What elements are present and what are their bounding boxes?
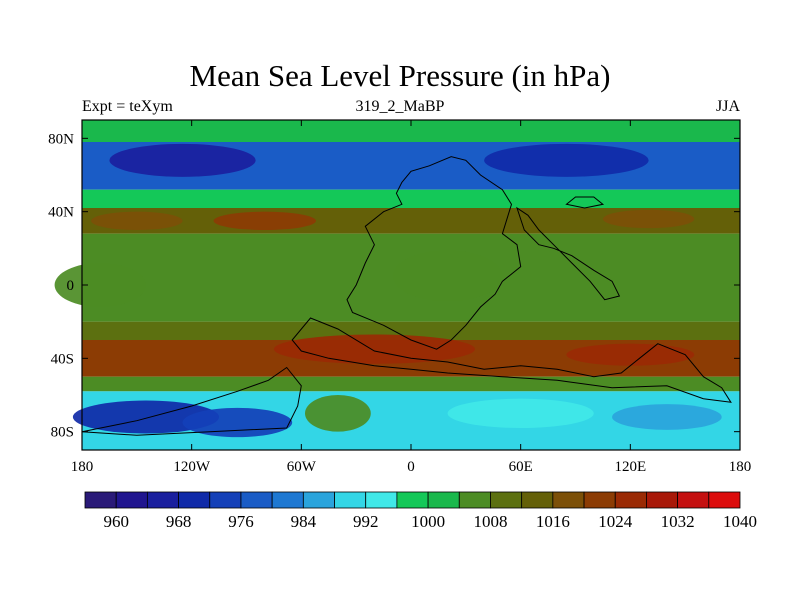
- colorbar-label: 1008: [473, 512, 507, 531]
- colorbar-swatch: [646, 491, 679, 509]
- colorbar-swatch: [84, 491, 117, 509]
- season-label: JJA: [715, 98, 740, 115]
- axes: 180 120W 60W 0 60E 120E 180 80N 40N 0 40S 80S: [48, 120, 751, 475]
- colorbar-swatch: [708, 491, 741, 509]
- colorbar-label: 1032: [661, 512, 695, 531]
- pressure-anomaly: [392, 250, 503, 302]
- colorbar-swatch: [458, 491, 491, 509]
- y-tick-label: 80N: [48, 131, 74, 147]
- x-tick-label: 120W: [173, 459, 211, 475]
- pressure-anomaly: [602, 209, 695, 229]
- pressure-field: [54, 120, 740, 450]
- colorbar-label: 1040: [723, 512, 757, 531]
- colorbar-label: 968: [166, 512, 192, 531]
- y-tick-label: 40S: [51, 351, 74, 367]
- pressure-anomaly: [273, 334, 475, 364]
- pressure-anomaly: [566, 343, 695, 366]
- colorbar-swatch: [365, 491, 398, 509]
- colorbar-swatch: [521, 491, 554, 509]
- colorbar-swatch: [583, 491, 616, 509]
- pressure-anomaly: [213, 211, 316, 230]
- colorbar-swatch: [490, 491, 523, 509]
- pressure-anomaly: [304, 395, 371, 432]
- coastline: [346, 156, 522, 350]
- coastline: [291, 317, 732, 403]
- colorbar-swatch: [614, 491, 647, 509]
- x-tick-label: 60E: [509, 459, 533, 475]
- pressure-anomaly: [54, 263, 146, 307]
- colorbar-label: 976: [228, 512, 254, 531]
- y-tick-label: 0: [67, 278, 75, 294]
- colorbar-swatch: [677, 491, 710, 509]
- y-tick-label: 80S: [51, 425, 74, 441]
- colorbar-swatch: [334, 491, 367, 509]
- pressure-anomaly: [484, 143, 649, 177]
- pressure-band: [82, 189, 740, 208]
- colorbar-swatch: [271, 491, 304, 509]
- colorbar-swatch: [396, 491, 429, 509]
- colorbar-swatch: [552, 491, 585, 509]
- x-tick-label: 180: [729, 459, 752, 475]
- colorbar-label: 1016: [536, 512, 570, 531]
- colorbar-swatch: [302, 491, 335, 509]
- colorbar-swatch: [209, 491, 242, 509]
- chart-title: Mean Sea Level Pressure (in hPa): [189, 58, 611, 93]
- pressure-anomaly: [182, 407, 293, 438]
- pressure-anomaly: [447, 398, 594, 429]
- coastlines: [81, 156, 732, 436]
- colorbar-label: 1000: [411, 512, 445, 531]
- colorbar: 960 968 976 984 992 1000 1008 1016 1024 1032 1040: [84, 491, 757, 531]
- pressure-band: [82, 120, 740, 142]
- colorbar-swatch: [178, 491, 211, 509]
- x-tick-label: 180: [71, 459, 94, 475]
- colorbar-swatch: [146, 491, 179, 509]
- coastline: [516, 206, 621, 301]
- colorbar-swatch: [115, 491, 148, 509]
- colorbar-label: 1024: [598, 512, 633, 531]
- x-tick-label: 120E: [614, 459, 646, 475]
- x-tick-label: 0: [407, 459, 415, 475]
- pressure-anomaly: [612, 404, 722, 430]
- y-tick-label: 40N: [48, 205, 74, 221]
- experiment-label: Expt = teXym: [82, 98, 173, 115]
- colorbar-label: 984: [291, 512, 317, 531]
- pressure-anomaly: [109, 143, 256, 177]
- x-tick-label: 60W: [287, 459, 317, 475]
- colorbar-label: 992: [353, 512, 379, 531]
- colorbar-label: 960: [103, 512, 129, 531]
- coastline: [565, 196, 605, 209]
- colorbar-swatch: [240, 491, 273, 509]
- period-label: 319_2_MaBP: [355, 98, 445, 115]
- colorbar-swatch: [427, 491, 460, 509]
- pressure-band: [82, 376, 740, 392]
- pressure-anomaly: [91, 211, 183, 230]
- coastline: [81, 366, 302, 436]
- pressure-band: [82, 321, 740, 340]
